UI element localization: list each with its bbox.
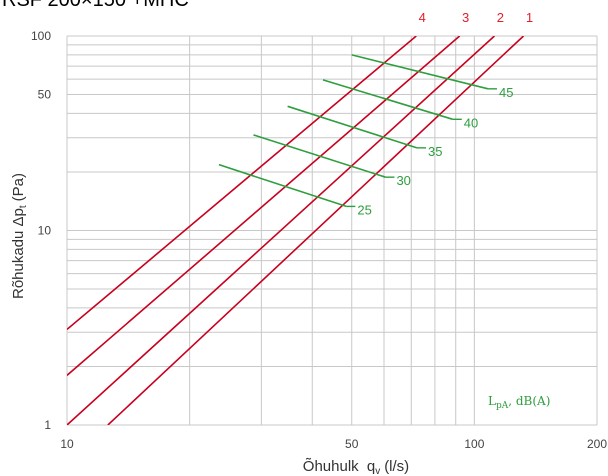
sound-unit-label: LpA, dB(A) xyxy=(488,394,550,411)
chart-title: RSF 200×150 +MHC xyxy=(2,0,189,11)
sound-line-40 xyxy=(322,79,453,121)
pressure-line-2 xyxy=(67,36,495,425)
y-tick-label: 100 xyxy=(31,29,51,43)
sound-line-label-40: 40 xyxy=(464,115,478,130)
y-tick-label: 10 xyxy=(38,224,52,238)
pressure-line-label-2: 2 xyxy=(497,10,504,25)
sound-unit-symbol: L xyxy=(488,394,496,408)
y-axis-label-sub: t xyxy=(18,205,29,208)
pressure-line-label-4: 4 xyxy=(419,10,426,25)
sound-line-label-45: 45 xyxy=(499,85,513,100)
pressure-line-1 xyxy=(107,36,525,425)
x-axis-label-unit: (l/s) xyxy=(384,458,409,475)
x-axis-label: Õhuhulk qv (l/s) xyxy=(303,458,409,476)
chart-labels: 4 3 2 1 25 30 35 40 45 10 50 100 200 1 10 50 100 xyxy=(31,10,607,451)
sound-line-45 xyxy=(351,54,489,90)
y-axis-label-unit: (Pa) xyxy=(10,173,27,201)
y-tick-label: 50 xyxy=(38,88,52,102)
x-tick-label: 50 xyxy=(345,437,359,451)
pressure-line-label-1: 1 xyxy=(526,10,533,25)
x-axis-label-symbol: q xyxy=(367,458,375,475)
y-tick-label: 1 xyxy=(44,418,51,432)
sound-line-label-25: 25 xyxy=(357,202,371,217)
sound-line-label-30: 30 xyxy=(396,173,410,188)
sound-line-35 xyxy=(287,105,418,149)
x-axis-label-sub: v xyxy=(375,466,380,476)
sound-line-25 xyxy=(218,163,347,208)
x-tick-label: 100 xyxy=(464,437,484,451)
pressure-line-label-3: 3 xyxy=(462,10,469,25)
pressure-line-4 xyxy=(67,36,417,331)
sound-unit-sub: pA xyxy=(496,401,509,411)
sound-line-30 xyxy=(253,134,386,178)
chart-grid xyxy=(66,35,598,426)
x-tick-label: 10 xyxy=(60,437,74,451)
y-axis-label-text: Rõhukadu Δp xyxy=(10,208,27,299)
chart-marks xyxy=(67,36,525,425)
sound-unit-rest: , dB(A) xyxy=(508,394,550,408)
sound-line-label-35: 35 xyxy=(428,144,442,159)
pressure-line-3 xyxy=(67,36,461,376)
y-axis-label: Rõhukadu Δpt (Pa) xyxy=(10,173,29,299)
x-tick-label: 200 xyxy=(587,437,607,451)
x-axis-label-text: Õhuhulk xyxy=(303,458,359,475)
